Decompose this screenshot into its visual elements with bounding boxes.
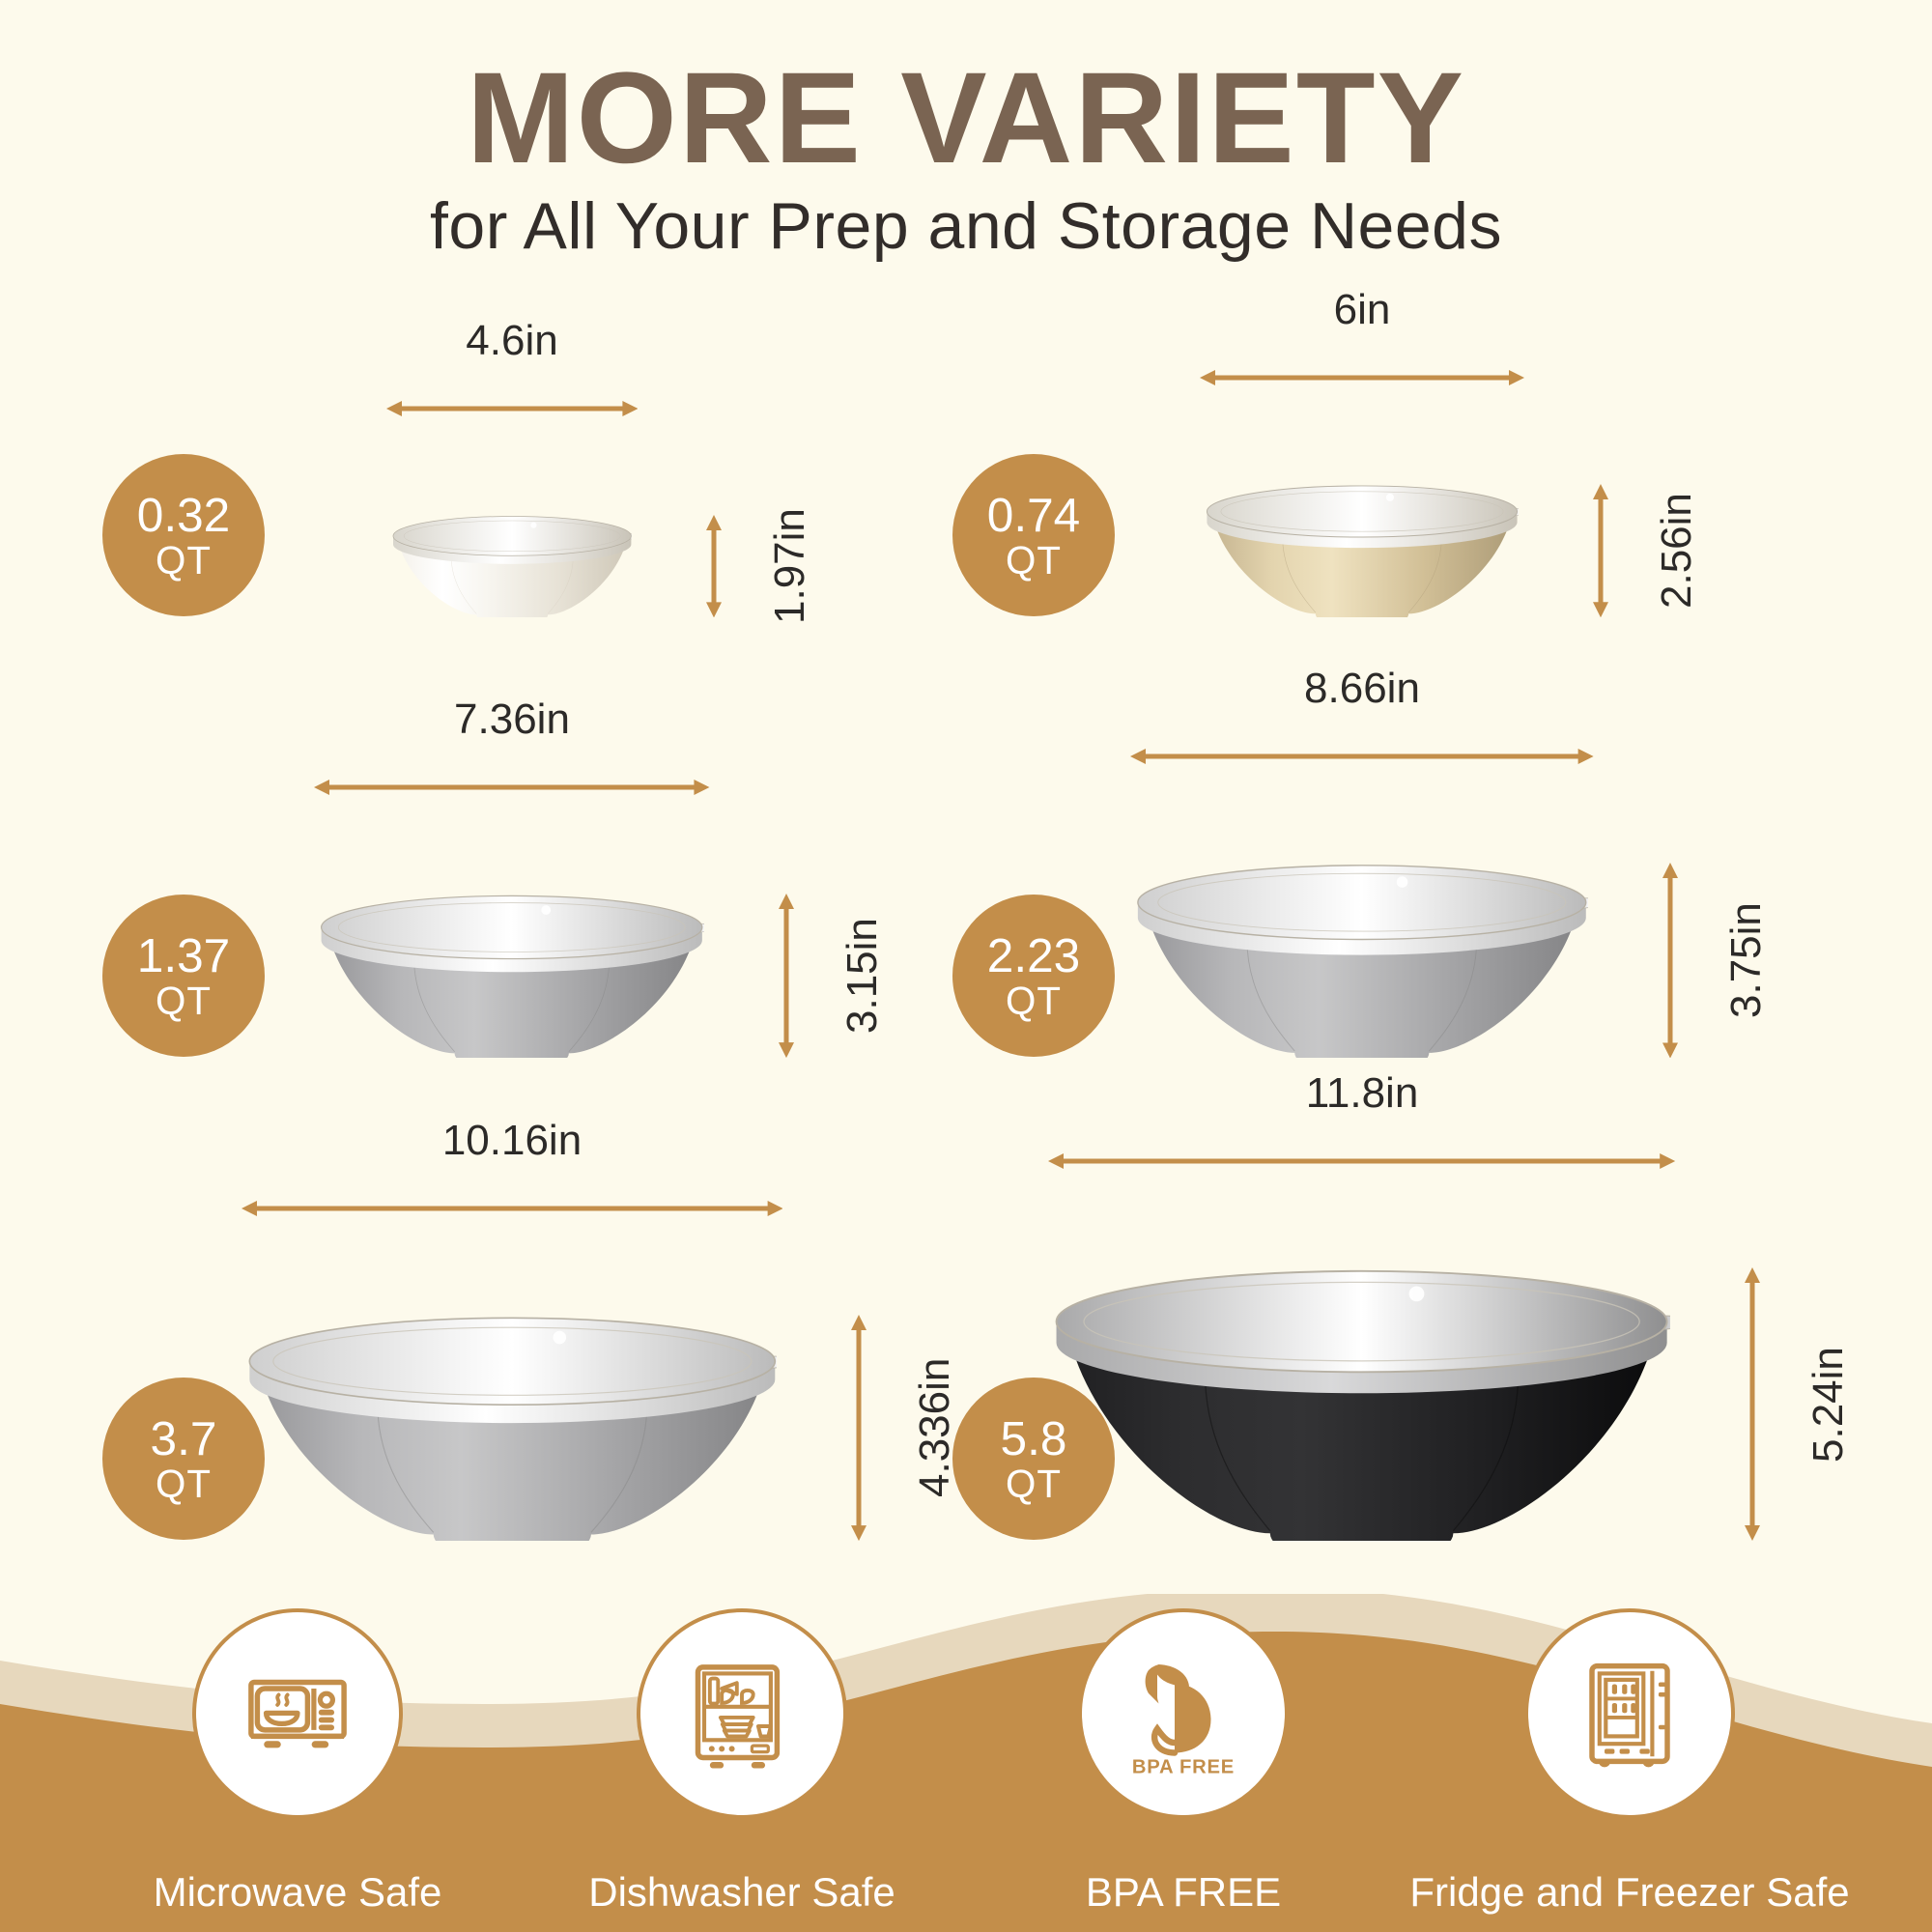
svg-text:BPA FREE: BPA FREE — [1132, 1757, 1235, 1778]
